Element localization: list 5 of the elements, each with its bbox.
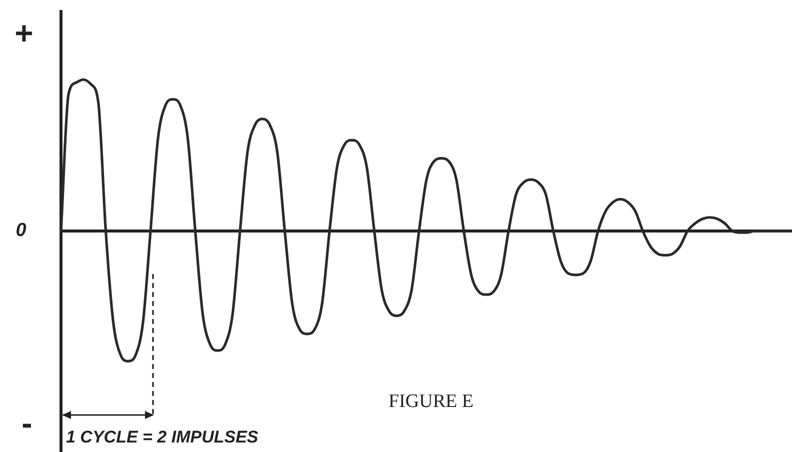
text: FIGURE E: [388, 390, 474, 412]
text: +: [14, 14, 34, 51]
text: 0: [16, 220, 27, 242]
text: -: [22, 404, 32, 441]
text: 1 CYCLE = 2 IMPULSES: [66, 428, 259, 447]
